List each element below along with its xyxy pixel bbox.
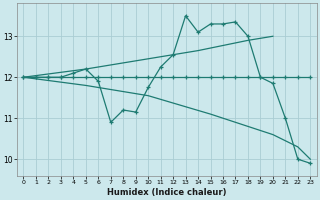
X-axis label: Humidex (Indice chaleur): Humidex (Indice chaleur)	[107, 188, 227, 197]
